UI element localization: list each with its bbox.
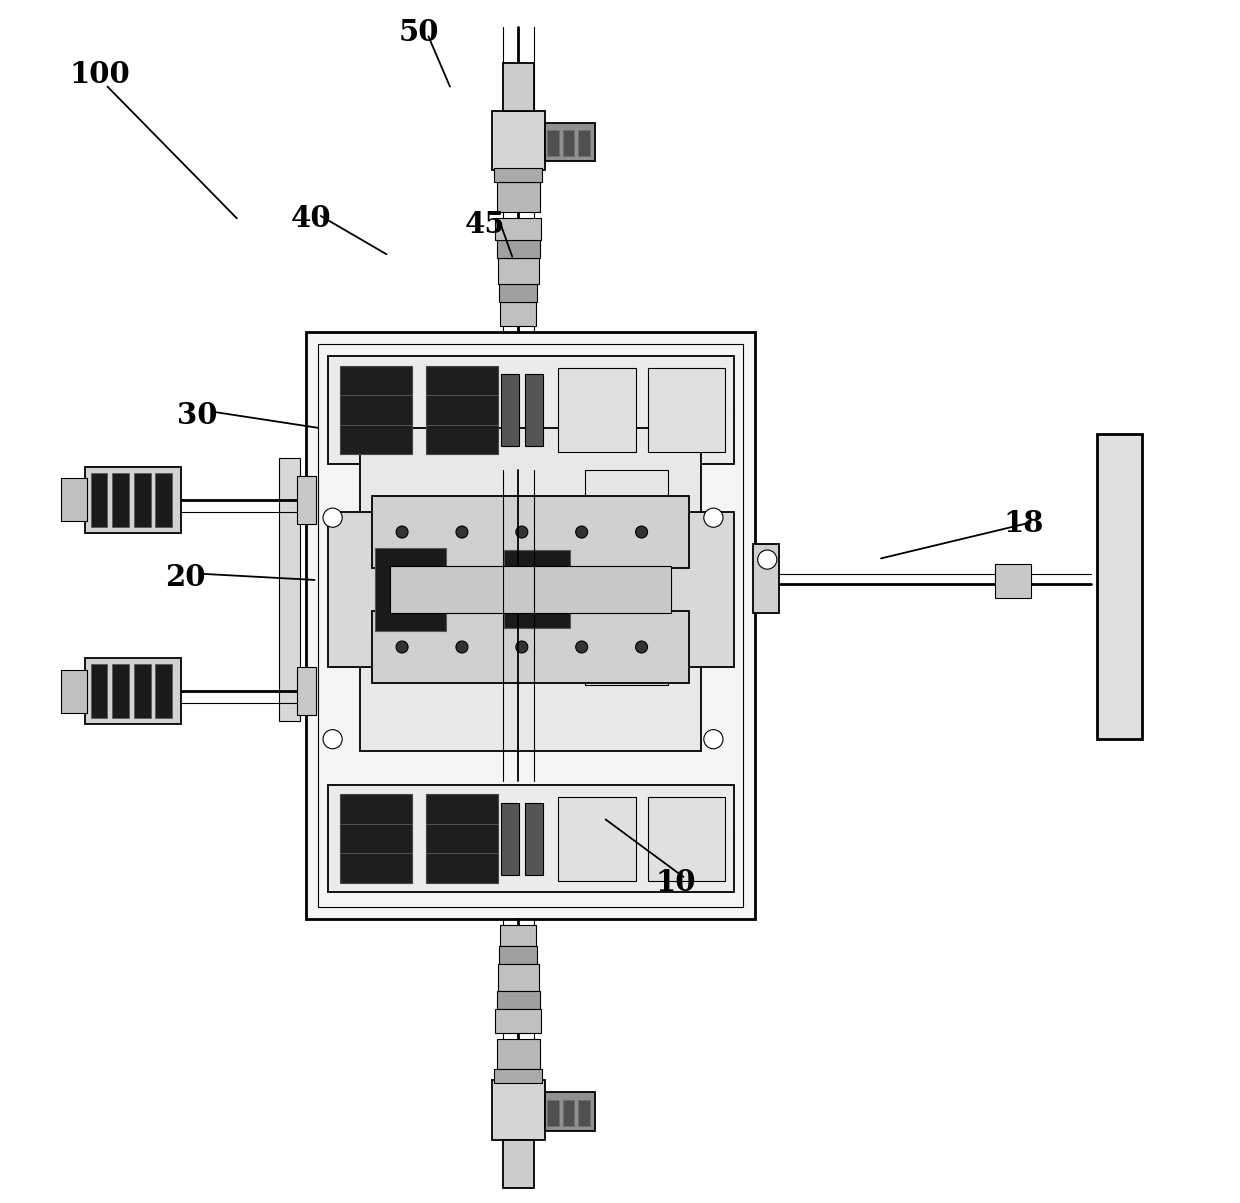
Circle shape [324, 508, 342, 527]
Bar [544, 1092, 595, 1131]
Bar [558, 368, 636, 452]
Text: 20: 20 [165, 563, 206, 592]
Bar [427, 794, 498, 883]
Bar [155, 473, 172, 527]
Bar [585, 470, 668, 535]
Bar [84, 658, 181, 724]
Bar [91, 664, 108, 718]
Bar [155, 664, 172, 718]
Bar [492, 1080, 544, 1140]
Bar [61, 478, 87, 521]
Circle shape [396, 641, 408, 653]
Bar [327, 511, 734, 668]
Bar [340, 366, 412, 455]
Bar [563, 1100, 574, 1126]
Text: 10: 10 [656, 869, 697, 897]
Text: 100: 100 [69, 60, 130, 89]
Bar [502, 1140, 533, 1189]
Bar [563, 130, 574, 156]
Bar [526, 374, 543, 446]
Text: 50: 50 [398, 18, 439, 47]
Bar [544, 123, 595, 161]
Circle shape [758, 550, 777, 569]
Circle shape [636, 526, 647, 538]
Circle shape [575, 641, 588, 653]
Bar [279, 458, 300, 722]
Circle shape [516, 641, 528, 653]
Bar [497, 239, 539, 257]
Text: 18: 18 [1003, 509, 1044, 538]
Bar [498, 965, 538, 990]
Circle shape [456, 641, 467, 653]
Bar [113, 473, 129, 527]
Bar [327, 784, 734, 893]
Bar [91, 473, 108, 527]
Bar [498, 947, 537, 965]
Bar [495, 168, 542, 183]
Text: 40: 40 [290, 203, 331, 233]
Bar [501, 802, 520, 875]
Bar [578, 130, 590, 156]
Bar [306, 332, 755, 919]
Bar [134, 664, 150, 718]
Bar [500, 302, 536, 326]
Bar [296, 475, 316, 523]
Bar [327, 356, 734, 464]
Circle shape [704, 508, 723, 527]
Bar [547, 130, 559, 156]
Bar [296, 668, 316, 716]
Bar [495, 1068, 542, 1083]
Bar [498, 257, 538, 284]
Bar [647, 368, 725, 452]
Bar [372, 611, 689, 683]
Bar [340, 794, 412, 883]
Bar [753, 544, 779, 614]
Bar [496, 218, 541, 239]
Bar [498, 284, 537, 302]
Bar [1096, 434, 1142, 739]
Text: 45: 45 [464, 209, 505, 239]
Bar [994, 564, 1030, 598]
Bar [502, 63, 533, 111]
Bar [391, 565, 672, 614]
Bar [497, 990, 539, 1008]
Bar [500, 925, 536, 947]
Circle shape [396, 526, 408, 538]
Bar [585, 529, 668, 595]
Bar [497, 183, 539, 213]
Bar [374, 547, 446, 632]
Bar [547, 1100, 559, 1126]
Circle shape [704, 730, 723, 748]
Bar [503, 550, 569, 628]
Bar [578, 1100, 590, 1126]
Bar [558, 796, 636, 881]
Bar [647, 796, 725, 881]
Bar [497, 1038, 539, 1068]
Bar [496, 1008, 541, 1032]
Bar [526, 802, 543, 875]
Circle shape [575, 526, 588, 538]
Bar [113, 664, 129, 718]
Bar [84, 467, 181, 533]
Bar [319, 344, 743, 907]
Bar [585, 620, 668, 686]
Circle shape [456, 526, 467, 538]
Text: 30: 30 [177, 402, 217, 431]
Bar [427, 366, 498, 455]
Circle shape [324, 730, 342, 748]
Bar [501, 374, 520, 446]
Bar [360, 428, 702, 751]
Bar [61, 670, 87, 713]
Bar [134, 473, 150, 527]
Bar [492, 111, 544, 171]
Bar [372, 496, 689, 568]
Circle shape [636, 641, 647, 653]
Circle shape [516, 526, 528, 538]
